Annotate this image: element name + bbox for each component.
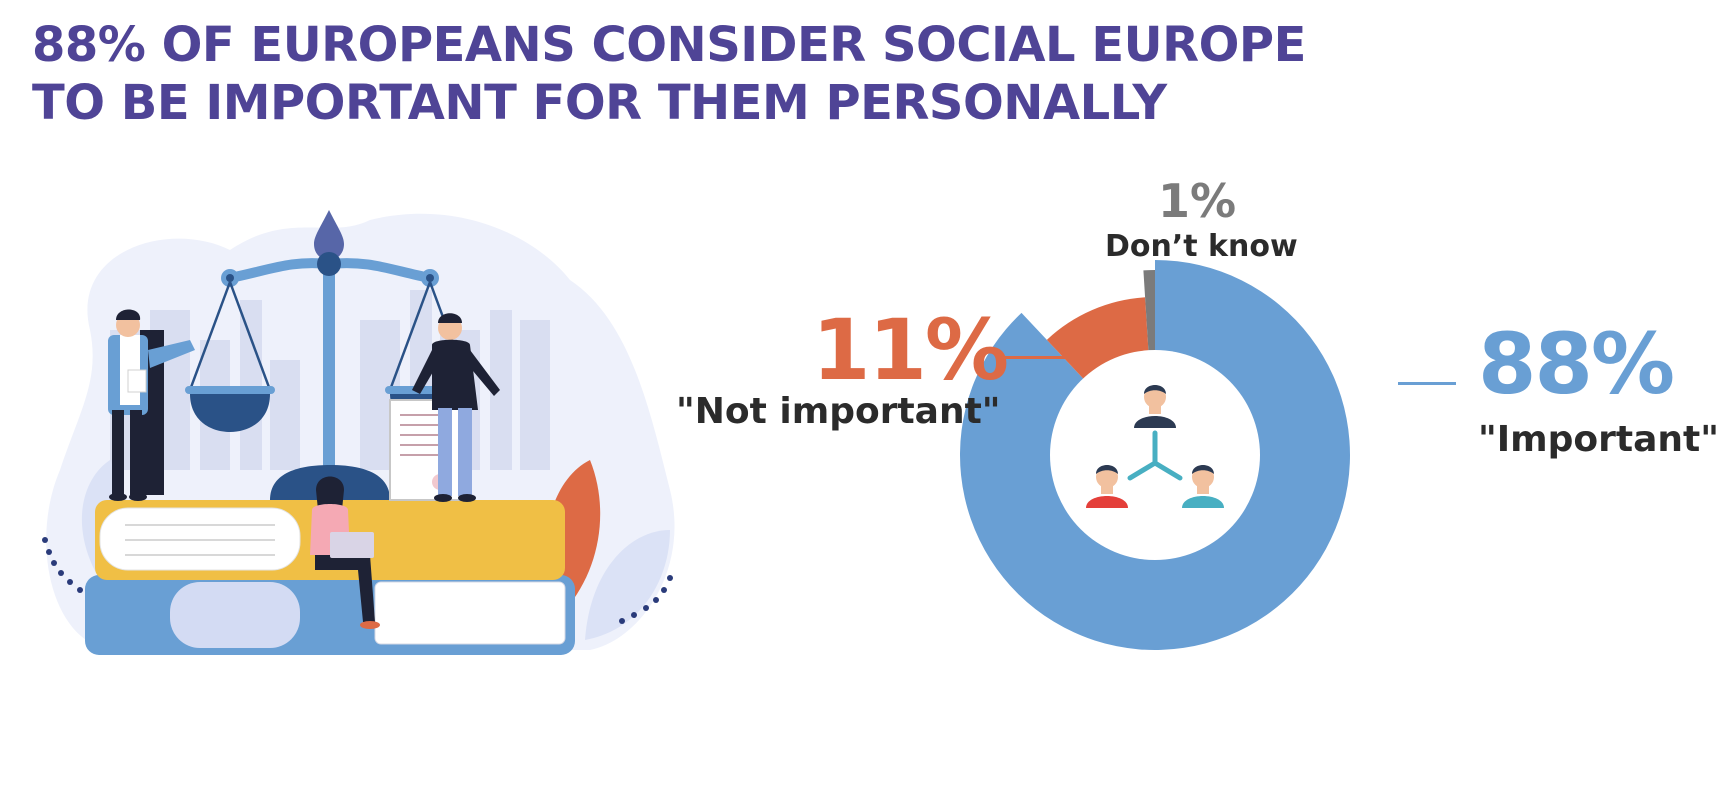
book-white-pages [374, 581, 566, 645]
leader-line-not-important [1000, 356, 1092, 359]
dont-know-label: Don’t know [1105, 229, 1298, 264]
scales-of-justice-illustration [42, 210, 675, 655]
donut-chart [960, 260, 1350, 650]
scale-top-drop [314, 210, 344, 260]
title-line-1: 88% OF EUROPEANS CONSIDER SOCIAL EUROPE [32, 17, 1306, 73]
dont-know-percent: 1% [1158, 174, 1237, 228]
scale-pan-left-rim [185, 386, 275, 394]
dotted-leaf-left [42, 537, 83, 593]
not-important-percent: 11% [812, 301, 1009, 399]
scale-pan-left [190, 394, 270, 432]
person-man-right [412, 313, 500, 502]
important-percent: 88% [1478, 315, 1675, 413]
leader-line-important [1398, 382, 1456, 385]
scale-pole [323, 250, 335, 470]
dotted-leaf-right [619, 575, 673, 624]
page-title: 88% OF EUROPEANS CONSIDER SOCIAL EUROPE … [32, 16, 1306, 132]
leaf-right [585, 530, 670, 640]
not-important-label: "Not important" [676, 391, 1001, 432]
person-man-left [108, 309, 195, 501]
title-line-2: TO BE IMPORTANT FOR THEM PERSONALLY [32, 75, 1167, 131]
important-label: "Important" [1478, 419, 1720, 460]
person-woman-laptop [310, 476, 380, 629]
book-bottom-pages [170, 582, 300, 648]
people-network-icon [1086, 385, 1224, 508]
